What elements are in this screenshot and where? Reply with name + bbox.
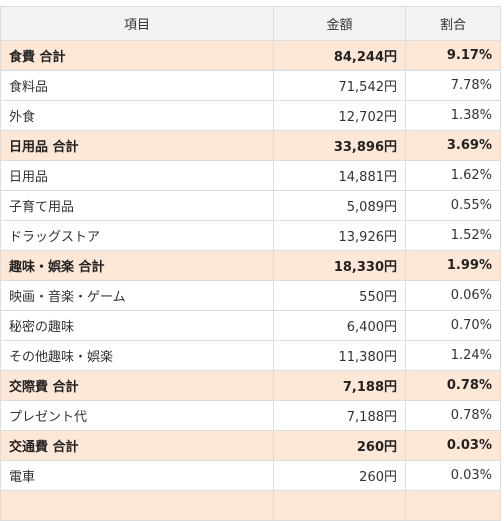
item-name: 電車: [0, 460, 274, 491]
category-name: 交通費 合計: [0, 430, 274, 461]
category-ratio: 1.99%: [405, 250, 501, 281]
expense-table: 項目 金額 割合 食費 合計 84,244円 9.17% 食料品 71,542円…: [0, 6, 501, 521]
item-name: 映画・音楽・ゲーム: [0, 280, 274, 311]
category-name: [0, 490, 274, 521]
item-ratio: 0.78%: [405, 400, 501, 431]
category-amount: 33,896円: [273, 130, 406, 161]
category-name: 日用品 合計: [0, 130, 274, 161]
table-row: プレゼント代 7,188円 0.78%: [0, 400, 501, 431]
table-row: 外食 12,702円 1.38%: [0, 100, 501, 131]
category-amount: 7,188円: [273, 370, 406, 401]
item-ratio: 1.62%: [405, 160, 501, 191]
item-amount: 260円: [273, 460, 406, 491]
item-ratio: 1.52%: [405, 220, 501, 251]
category-name: 食費 合計: [0, 40, 274, 71]
category-name: 交際費 合計: [0, 370, 274, 401]
category-total-row: 日用品 合計 33,896円 3.69%: [0, 130, 501, 161]
item-name: プレゼント代: [0, 400, 274, 431]
category-total-row: 交通費 合計 260円 0.03%: [0, 430, 501, 461]
header-row: 項目 金額 割合: [0, 6, 501, 41]
table-header: 項目 金額 割合: [0, 6, 501, 41]
category-total-row: 食費 合計 84,244円 9.17%: [0, 40, 501, 71]
item-amount: 6,400円: [273, 310, 406, 341]
budget-table-panel: 項目 金額 割合 食費 合計 84,244円 9.17% 食料品 71,542円…: [0, 6, 501, 521]
item-amount: 13,926円: [273, 220, 406, 251]
item-amount: 71,542円: [273, 70, 406, 101]
category-total-row-partial: [0, 490, 501, 521]
item-amount: 550円: [273, 280, 406, 311]
item-name: 子育て用品: [0, 190, 274, 221]
item-name: 外食: [0, 100, 274, 131]
item-name: ドラッグストア: [0, 220, 274, 251]
category-amount: 260円: [273, 430, 406, 461]
column-header-amount[interactable]: 金額: [273, 6, 406, 41]
category-amount: [273, 490, 406, 521]
table-row: ドラッグストア 13,926円 1.52%: [0, 220, 501, 251]
table-body: 食費 合計 84,244円 9.17% 食料品 71,542円 7.78% 外食…: [0, 40, 501, 521]
item-amount: 14,881円: [273, 160, 406, 191]
category-ratio: [405, 490, 501, 521]
item-ratio: 0.06%: [405, 280, 501, 311]
item-name: その他趣味・娯楽: [0, 340, 274, 371]
table-row: 電車 260円 0.03%: [0, 460, 501, 491]
table-row: 映画・音楽・ゲーム 550円 0.06%: [0, 280, 501, 311]
item-ratio: 1.24%: [405, 340, 501, 371]
item-amount: 11,380円: [273, 340, 406, 371]
category-amount: 18,330円: [273, 250, 406, 281]
table-row: 日用品 14,881円 1.62%: [0, 160, 501, 191]
item-amount: 12,702円: [273, 100, 406, 131]
column-header-ratio[interactable]: 割合: [405, 6, 501, 41]
category-ratio: 3.69%: [405, 130, 501, 161]
category-ratio: 9.17%: [405, 40, 501, 71]
category-ratio: 0.03%: [405, 430, 501, 461]
item-name: 食料品: [0, 70, 274, 101]
item-ratio: 0.70%: [405, 310, 501, 341]
column-header-item[interactable]: 項目: [0, 6, 274, 41]
item-ratio: 0.55%: [405, 190, 501, 221]
item-ratio: 0.03%: [405, 460, 501, 491]
item-ratio: 1.38%: [405, 100, 501, 131]
category-amount: 84,244円: [273, 40, 406, 71]
item-name: 秘密の趣味: [0, 310, 274, 341]
item-name: 日用品: [0, 160, 274, 191]
item-ratio: 7.78%: [405, 70, 501, 101]
item-amount: 7,188円: [273, 400, 406, 431]
category-total-row: 趣味・娯楽 合計 18,330円 1.99%: [0, 250, 501, 281]
item-amount: 5,089円: [273, 190, 406, 221]
table-row: その他趣味・娯楽 11,380円 1.24%: [0, 340, 501, 371]
table-row: 食料品 71,542円 7.78%: [0, 70, 501, 101]
table-row: 子育て用品 5,089円 0.55%: [0, 190, 501, 221]
category-total-row: 交際費 合計 7,188円 0.78%: [0, 370, 501, 401]
category-ratio: 0.78%: [405, 370, 501, 401]
table-row: 秘密の趣味 6,400円 0.70%: [0, 310, 501, 341]
category-name: 趣味・娯楽 合計: [0, 250, 274, 281]
